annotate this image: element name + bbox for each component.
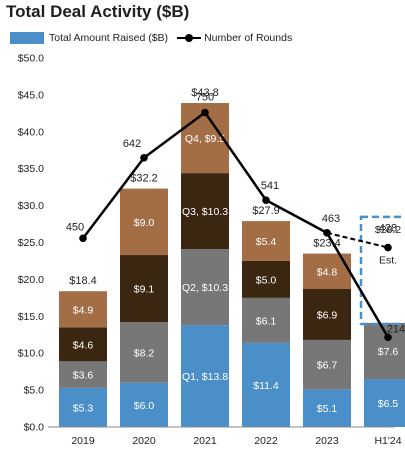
estimate-rounds-label: 428 <box>379 223 397 235</box>
segment-label: $6.0 <box>134 400 155 412</box>
bar-segment <box>59 361 107 388</box>
rounds-data-label: 214 <box>387 323 405 335</box>
chart-title: Total Deal Activity ($B) <box>6 2 190 21</box>
rounds-data-label: 750 <box>196 92 214 104</box>
bar-total-label: $32.2 <box>130 173 158 185</box>
segment-label: $5.4 <box>256 236 277 248</box>
bar-segment <box>303 389 351 427</box>
y-tick-label: $0.0 <box>24 422 45 434</box>
bar-segment <box>59 291 107 328</box>
segment-label: Q2, $10.3 <box>182 282 228 294</box>
y-tick-label: $30.0 <box>18 200 44 212</box>
segment-label: Q3, $10.3 <box>182 206 228 218</box>
bar-segment <box>364 379 405 427</box>
segment-label: $6.1 <box>256 315 277 327</box>
y-tick-label: $20.0 <box>18 274 44 286</box>
rounds-data-label: 450 <box>66 221 84 233</box>
legend-bar-label: Total Amount Raised ($B) <box>49 32 169 44</box>
y-tick-label: $50.0 <box>18 53 44 65</box>
legend: Total Amount Raised ($B) Number of Round… <box>10 30 292 46</box>
rounds-point <box>384 333 392 342</box>
segment-label: $7.6 <box>378 346 399 358</box>
estimate-dashed-line <box>326 231 389 249</box>
estimate-box <box>359 215 405 326</box>
estimate-rounds-point <box>384 243 392 252</box>
segment-label: $4.8 <box>317 266 338 278</box>
y-tick-label: $25.0 <box>18 237 44 249</box>
x-tick-label: 2022 <box>254 435 278 447</box>
bar-segment <box>181 173 229 250</box>
segment-label: $9.0 <box>134 217 155 229</box>
y-tick-label: $5.0 <box>24 385 45 397</box>
bar-segment <box>120 255 168 323</box>
segment-label: $11.4 <box>253 380 279 392</box>
bar-segment <box>242 221 290 261</box>
x-tick-label: H1'24 <box>374 435 401 447</box>
rounds-point <box>140 153 148 162</box>
segment-label: $6.9 <box>317 309 338 321</box>
y-tick-label: $40.0 <box>18 126 44 138</box>
segment-label: Q4, $9.5 <box>185 133 225 145</box>
x-tick-label: 2021 <box>193 435 217 447</box>
rounds-line <box>82 111 390 338</box>
x-tick-label: 2023 <box>315 435 339 447</box>
bar-segment <box>181 249 229 326</box>
bar-segment <box>242 260 290 298</box>
segment-label: $6.7 <box>317 360 338 372</box>
segment-label: $5.3 <box>73 402 94 414</box>
bar-total-label: $27.9 <box>252 205 280 217</box>
rounds-point <box>201 108 209 117</box>
segment-label: $4.6 <box>73 339 94 351</box>
bar-segment <box>120 188 168 256</box>
rounds-data-label: 541 <box>261 180 279 192</box>
segment-label: $9.1 <box>134 284 155 296</box>
y-tick-label: $35.0 <box>18 163 44 175</box>
segment-label: $4.9 <box>73 304 94 316</box>
bar-segment <box>181 325 229 427</box>
bar-total-label: $18.4 <box>69 275 97 287</box>
bar-segment <box>303 288 351 340</box>
estimate-est-label: Est. <box>379 255 397 267</box>
bar-segment <box>120 322 168 383</box>
segment-label: $3.6 <box>73 370 94 382</box>
bar-total-label: $43.8 <box>191 87 219 99</box>
rounds-point <box>79 234 87 243</box>
y-tick-label: $15.0 <box>18 311 44 323</box>
segment-label: $8.2 <box>134 347 155 359</box>
x-tick-label: 2020 <box>132 435 156 447</box>
segment-label: $5.1 <box>317 403 338 415</box>
bar-segment <box>59 387 107 427</box>
legend-bar-swatch <box>10 32 44 44</box>
rounds-data-label: 642 <box>123 138 141 150</box>
bar-segment <box>59 327 107 362</box>
estimate-total-label: $28.2 <box>375 224 401 236</box>
y-tick-label: $45.0 <box>18 89 44 101</box>
rounds-point <box>262 196 270 204</box>
legend-line-marker <box>177 32 202 44</box>
bar-segment <box>303 339 351 390</box>
bar-segment <box>120 382 168 427</box>
bar-segment <box>242 342 290 427</box>
bar-segment <box>242 297 290 343</box>
x-tick-label: 2019 <box>71 435 95 447</box>
segment-label: $5.0 <box>256 274 277 286</box>
segment-label: $6.5 <box>378 398 399 410</box>
segment-label: Q1, $13.8 <box>182 371 228 383</box>
rounds-data-label: 463 <box>322 213 340 225</box>
y-tick-label: $10.0 <box>18 348 44 360</box>
rounds-point <box>323 229 331 237</box>
legend-line-label: Number of Rounds <box>204 32 293 44</box>
